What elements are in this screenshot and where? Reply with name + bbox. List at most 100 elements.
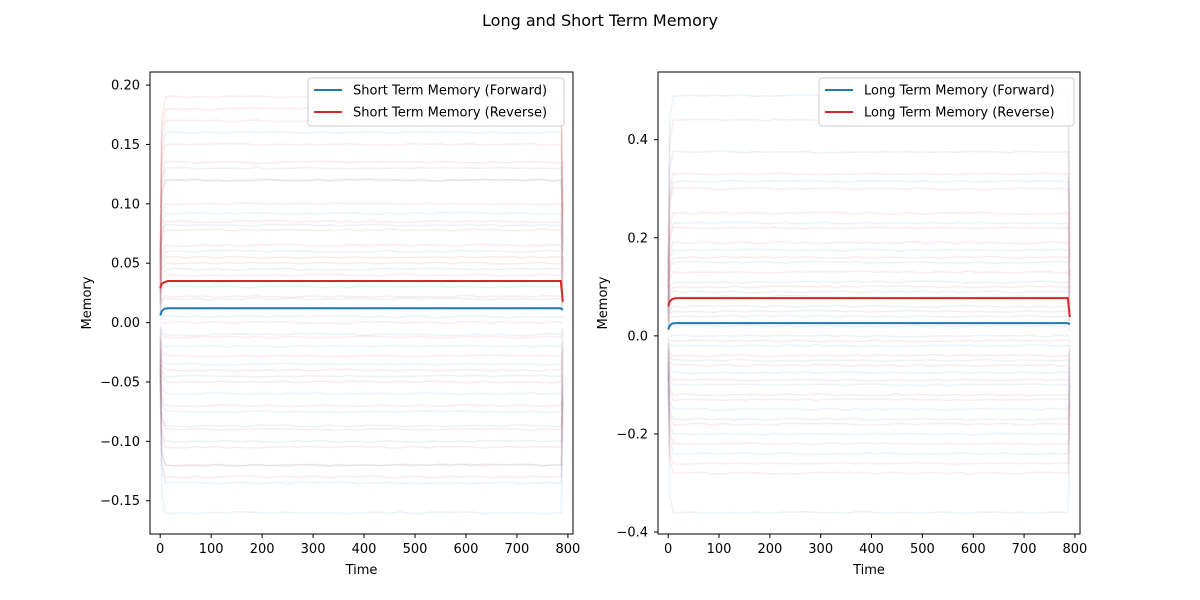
- y-tick-label: −0.05: [100, 375, 140, 390]
- background-trace-reverse-4: [667, 226, 1071, 304]
- x-tick-label: 0: [156, 542, 164, 557]
- background-traces: [159, 95, 564, 515]
- background-trace-reverse-17: [159, 336, 564, 372]
- background-trace-reverse-3: [667, 211, 1071, 300]
- background-trace-forward-10: [159, 326, 564, 337]
- background-trace-reverse-11: [159, 261, 564, 305]
- background-trace-reverse-10: [159, 255, 564, 304]
- y-tick-label: −0.2: [616, 427, 648, 442]
- background-trace-reverse-5: [159, 178, 564, 280]
- background-trace-forward-20: [159, 379, 564, 515]
- background-trace-reverse-9: [667, 294, 1071, 325]
- short-term-memory-chart: 0 100 200 300 400 500 600 700 800 −0.15 −0.10 −0.05…: [80, 71, 580, 578]
- x-tick-label: 300: [301, 542, 326, 557]
- background-trace-reverse-22: [159, 365, 564, 467]
- x-tick-label: 700: [505, 542, 530, 557]
- background-trace-forward-3: [159, 211, 564, 290]
- background-trace-reverse-3: [159, 142, 564, 270]
- background-trace-reverse-13: [159, 294, 564, 315]
- legend-entry: Long Term Memory (Forward): [864, 84, 1055, 99]
- background-trace-reverse-12: [159, 273, 564, 309]
- background-trace-forward-1: [667, 150, 1071, 281]
- background-trace-forward-7: [667, 290, 1071, 323]
- series-line-reverse: [159, 280, 564, 302]
- x-tick-label: 800: [1063, 542, 1088, 557]
- x-tick-label: 400: [859, 542, 884, 557]
- y-tick-label: 0.4: [627, 133, 648, 148]
- long-term-memory-chart: 0 100 200 300 400 500 600 700 800 −0.4 −0.2 0.0 0.2 0…: [596, 71, 1088, 578]
- legend-entry: Short Term Memory (Forward): [353, 84, 547, 99]
- background-trace-reverse-19: [667, 374, 1071, 466]
- legend: Short Term Memory (Forward) Short Term Me…: [307, 77, 565, 127]
- background-trace-reverse-4: [159, 160, 564, 275]
- background-trace-reverse-1: [159, 107, 564, 259]
- background-trace-forward-2: [159, 178, 564, 280]
- background-trace-reverse-18: [667, 368, 1071, 446]
- legend-box: [818, 77, 1075, 127]
- y-tick-label: −0.15: [100, 494, 140, 509]
- y-tick-label: 0.00: [111, 316, 140, 331]
- background-trace-reverse-10: [667, 309, 1071, 329]
- background-trace-forward-9: [159, 314, 564, 322]
- background-trace-reverse-15: [667, 349, 1071, 382]
- y-axis-label: Memory: [596, 276, 611, 329]
- background-trace-forward-5: [159, 249, 564, 302]
- y-tick-label: 0.0: [627, 329, 648, 344]
- x-tick-label: 100: [707, 542, 732, 557]
- background-trace-reverse-8: [159, 228, 564, 295]
- background-trace-forward-16: [667, 357, 1071, 412]
- y-tick-label: 0.20: [111, 79, 140, 94]
- background-trace-forward-15: [667, 354, 1071, 402]
- legend-entry: Long Term Memory (Reverse): [864, 106, 1055, 121]
- background-trace-forward-12: [159, 335, 564, 366]
- background-trace-forward-17: [159, 358, 564, 444]
- background-trace-forward-11: [159, 329, 564, 349]
- background-trace-forward-14: [667, 350, 1071, 387]
- background-trace-reverse-13: [667, 341, 1071, 358]
- legend-entry: Short Term Memory (Reverse): [353, 106, 547, 121]
- legend-box: [307, 77, 565, 127]
- background-trace-reverse-7: [667, 270, 1071, 317]
- background-trace-forward-1: [159, 166, 564, 277]
- background-trace-forward-11: [667, 338, 1071, 348]
- x-tick-label: 600: [961, 542, 986, 557]
- series-line-reverse: [667, 297, 1071, 318]
- background-trace-forward-18: [667, 365, 1071, 436]
- background-trace-reverse-12: [667, 336, 1071, 343]
- y-tick-label: 0.15: [111, 138, 140, 153]
- background-trace-reverse-8: [667, 285, 1071, 322]
- y-axis-label: Memory: [80, 276, 95, 329]
- axes-frame: [149, 71, 574, 535]
- background-trace-reverse-16: [159, 332, 564, 358]
- background-trace-reverse-20: [159, 354, 564, 432]
- background-trace-reverse-19: [159, 347, 564, 408]
- background-trace-forward-6: [667, 280, 1071, 320]
- background-trace-reverse-18: [159, 340, 564, 384]
- background-trace-reverse-20: [667, 377, 1071, 475]
- background-trace-forward-2: [667, 179, 1071, 290]
- x-tick-label: 200: [757, 542, 782, 557]
- background-trace-reverse-16: [667, 353, 1071, 397]
- x-tick-label: 100: [199, 542, 224, 557]
- background-trace-forward-8: [667, 304, 1071, 328]
- background-trace-forward-3: [667, 221, 1071, 303]
- background-trace-reverse-21: [159, 359, 564, 449]
- background-trace-reverse-14: [667, 344, 1071, 368]
- x-tick-label: 800: [555, 542, 580, 557]
- background-trace-forward-19: [667, 371, 1071, 456]
- background-trace-forward-10: [668, 334, 1070, 338]
- y-tick-label: −0.10: [100, 435, 140, 450]
- background-trace-forward-14: [159, 343, 564, 396]
- background-trace-reverse-15: [159, 326, 564, 339]
- background-trace-forward-6: [159, 267, 564, 307]
- background-trace-forward-0: [159, 130, 564, 266]
- background-trace-forward-17: [667, 360, 1071, 422]
- background-trace-reverse-17: [667, 362, 1071, 426]
- x-tick-label: 700: [1012, 542, 1037, 557]
- x-tick-label: 500: [910, 542, 935, 557]
- background-trace-forward-8: [159, 297, 564, 316]
- background-trace-forward-18: [159, 365, 564, 467]
- x-tick-label: 300: [808, 542, 833, 557]
- x-tick-label: 400: [352, 542, 377, 557]
- background-trace-forward-20: [667, 388, 1071, 515]
